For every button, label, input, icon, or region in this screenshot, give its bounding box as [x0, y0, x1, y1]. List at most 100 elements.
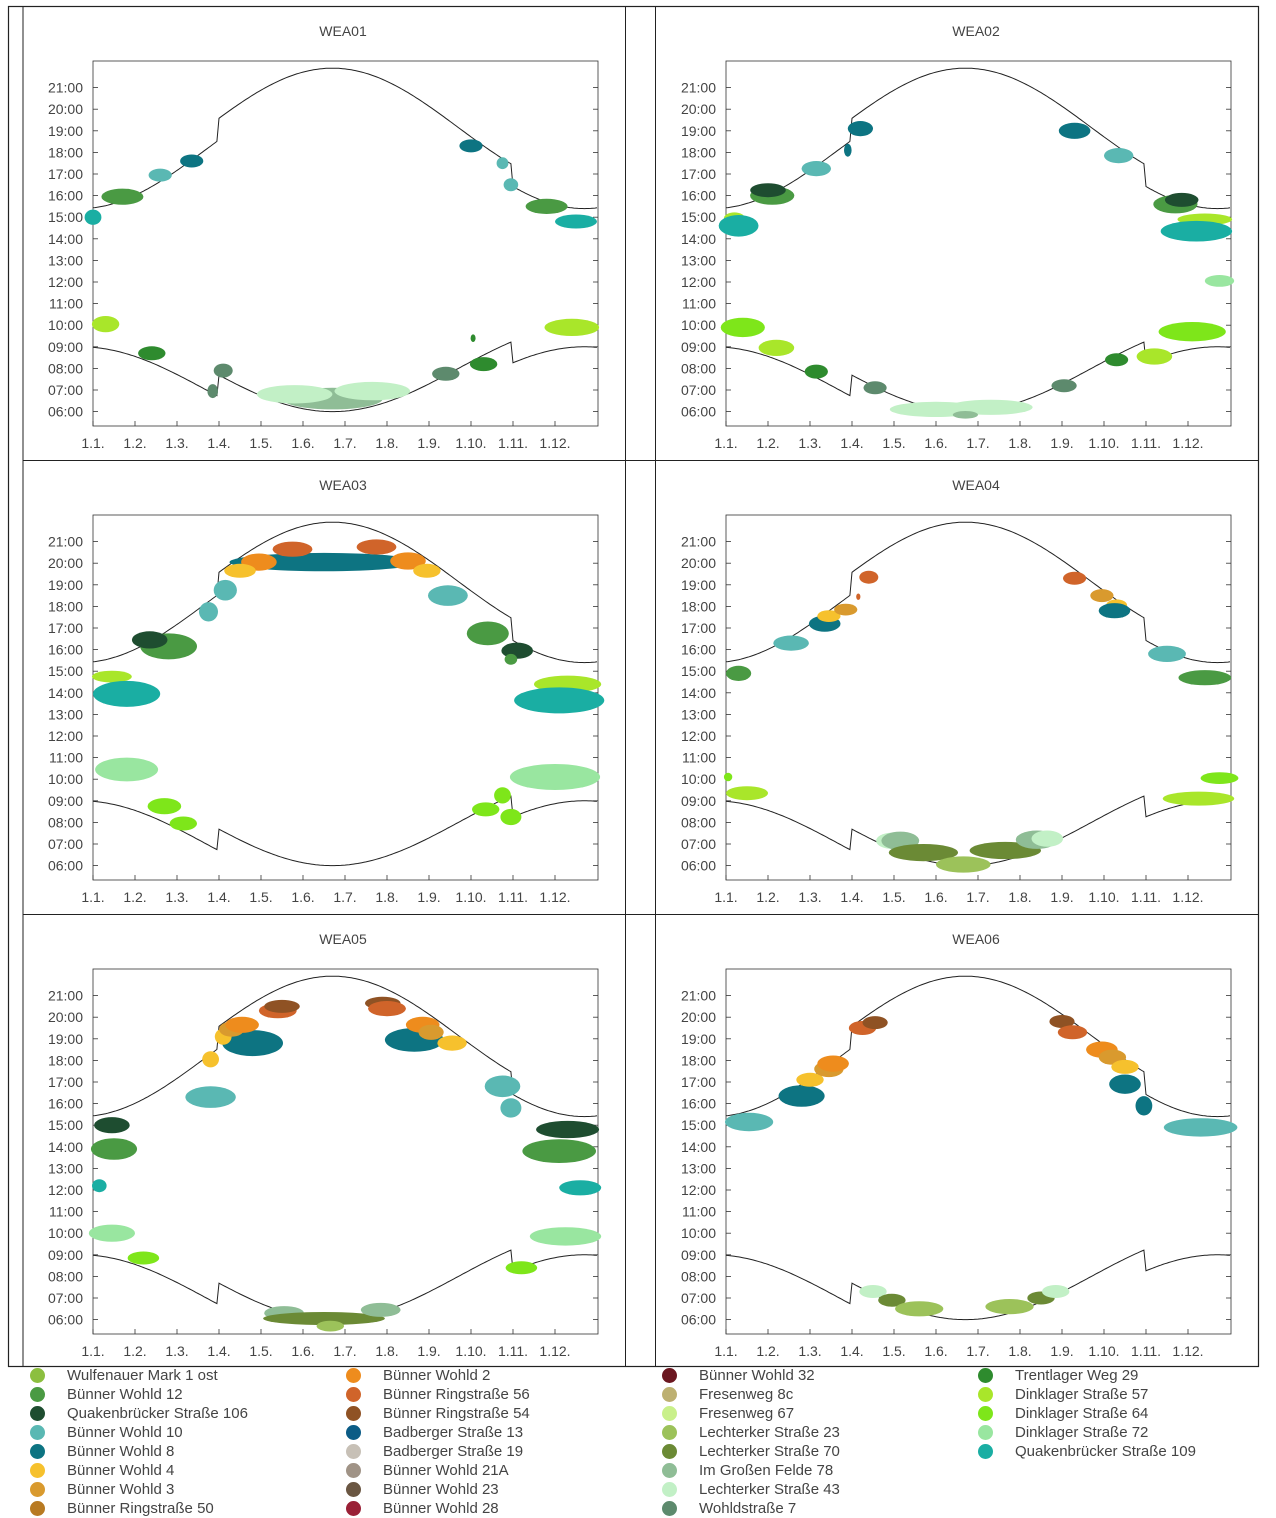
- flicker-event: [316, 1320, 344, 1332]
- legend-label: Badberger Straße 19: [383, 1443, 524, 1460]
- flicker-event: [466, 621, 509, 646]
- legend-swatch: [662, 1444, 677, 1459]
- x-tick-label: 1.10.: [1088, 1343, 1119, 1359]
- legend-swatch: [662, 1368, 677, 1383]
- x-tick-label: 1.5.: [249, 435, 272, 451]
- legend-item: Trentlager Weg 29: [978, 1366, 1276, 1385]
- y-tick-label: 18:00: [48, 144, 83, 160]
- flicker-event: [496, 157, 509, 170]
- y-tick-label: 16:00: [48, 642, 83, 658]
- outer-frame: [7, 5, 1260, 1368]
- y-tick-label: 13:00: [48, 1160, 83, 1176]
- flicker-event: [985, 1299, 1034, 1315]
- y-tick-label: 17:00: [48, 1074, 83, 1090]
- x-tick-label: 1.2.: [123, 1343, 146, 1359]
- x-tick-label: 1.3.: [798, 1343, 821, 1359]
- y-tick-label: 14:00: [48, 685, 83, 701]
- flicker-event: [503, 178, 519, 192]
- legend-item: Lechterker Straße 70: [662, 1442, 962, 1461]
- flicker-event: [138, 346, 166, 361]
- flicker-event: [207, 384, 218, 399]
- flicker-event: [1162, 791, 1235, 806]
- chart-panel-3: WEA03 21:00 20:00 19:00 18:00 17:00 16:00 15:00…: [48, 477, 605, 905]
- legend-item: Badberger Straße 13: [346, 1423, 646, 1442]
- flicker-event: [725, 1112, 774, 1132]
- legend-label: Bünner Wohld 23: [383, 1481, 499, 1498]
- flicker-event: [484, 1075, 521, 1098]
- y-tick-label: 18:00: [48, 1052, 83, 1068]
- legend-label: Dinklager Straße 64: [1015, 1405, 1149, 1422]
- flicker-event: [360, 1302, 401, 1317]
- y-tick-label: 14:00: [681, 685, 716, 701]
- flicker-event: [432, 366, 460, 381]
- flicker-event: [213, 579, 237, 601]
- x-tick-label: 1.5.: [249, 1343, 272, 1359]
- x-tick-label: 1.8.: [1008, 1343, 1031, 1359]
- flicker-event: [1148, 645, 1186, 663]
- y-tick-label: 21:00: [48, 534, 83, 550]
- flicker-event: [202, 1051, 220, 1068]
- y-tick-label: 10:00: [48, 771, 83, 787]
- flicker-event: [169, 816, 197, 831]
- legend-swatch: [346, 1444, 361, 1459]
- legend-swatch: [662, 1387, 677, 1402]
- plot-area: [92, 968, 599, 1335]
- y-tick-label: 13:00: [48, 706, 83, 722]
- chart-panel-2: WEA02 21:00 20:00 19:00 18:00 17:00 16:00 15:00…: [681, 23, 1235, 451]
- x-tick-label: 1.1.: [81, 889, 104, 905]
- flicker-event: [472, 802, 500, 817]
- legend-label: Trentlager Weg 29: [1015, 1367, 1139, 1384]
- legend-item: Bünner Wohld 10: [30, 1423, 330, 1442]
- flicker-event: [500, 1098, 522, 1118]
- x-tick-label: 1.7.: [333, 1343, 356, 1359]
- y-tick-label: 09:00: [48, 793, 83, 809]
- flicker-event: [895, 1301, 944, 1317]
- y-tick-label: 06:00: [48, 404, 83, 420]
- x-tick-label: 1.7.: [966, 435, 989, 451]
- y-tick-label: 10:00: [681, 1225, 716, 1241]
- flicker-event: [1051, 379, 1077, 393]
- flicker-event: [88, 1224, 135, 1242]
- legend-label: Dinklager Straße 72: [1015, 1424, 1149, 1441]
- legend-swatch: [662, 1482, 677, 1497]
- y-tick-label: 07:00: [681, 382, 716, 398]
- y-tick-label: 21:00: [681, 80, 716, 96]
- y-tick-label: 14:00: [681, 1139, 716, 1155]
- x-tick-label: 1.5.: [882, 1343, 905, 1359]
- flicker-event: [92, 670, 132, 683]
- y-tick-label: 06:00: [681, 404, 716, 420]
- flicker-event: [750, 183, 786, 198]
- legend-swatch: [978, 1425, 993, 1440]
- x-tick-label: 1.11.: [1131, 889, 1161, 905]
- x-tick-label: 1.12.: [1172, 435, 1203, 451]
- sunrise-curve: [92, 1249, 598, 1321]
- y-tick-label: 17:00: [681, 1074, 716, 1090]
- flicker-event: [726, 665, 752, 682]
- flicker-event: [1063, 571, 1087, 585]
- legend-item: Bünner Ringstraße 50: [30, 1499, 330, 1518]
- y-tick-label: 08:00: [681, 814, 716, 830]
- y-tick-label: 10:00: [48, 1225, 83, 1241]
- flicker-event: [264, 999, 300, 1013]
- legend-swatch: [978, 1444, 993, 1459]
- y-tick-label: 12:00: [48, 1182, 83, 1198]
- y-tick-label: 19:00: [48, 123, 83, 139]
- flicker-event: [525, 198, 568, 214]
- legend-label: Wohldstraße 7: [699, 1500, 797, 1517]
- flicker-event: [92, 1179, 107, 1193]
- chart-title: WEA03: [319, 477, 367, 493]
- y-tick-label: 15:00: [48, 209, 83, 225]
- x-tick-label: 1.3.: [165, 1343, 188, 1359]
- y-tick-label: 17:00: [48, 166, 83, 182]
- flicker-event: [1109, 1074, 1141, 1094]
- y-tick-label: 12:00: [48, 728, 83, 744]
- flicker-event: [862, 1016, 888, 1030]
- legend-label: Bünner Ringstraße 56: [383, 1386, 530, 1403]
- legend-label: Lechterker Straße 23: [699, 1424, 840, 1441]
- y-tick-label: 07:00: [48, 1290, 83, 1306]
- y-tick-label: 14:00: [48, 1139, 83, 1155]
- flicker-event: [229, 552, 419, 572]
- chart-title: WEA06: [952, 931, 1000, 947]
- flicker-event: [225, 1016, 259, 1033]
- y-tick-label: 20:00: [681, 101, 716, 117]
